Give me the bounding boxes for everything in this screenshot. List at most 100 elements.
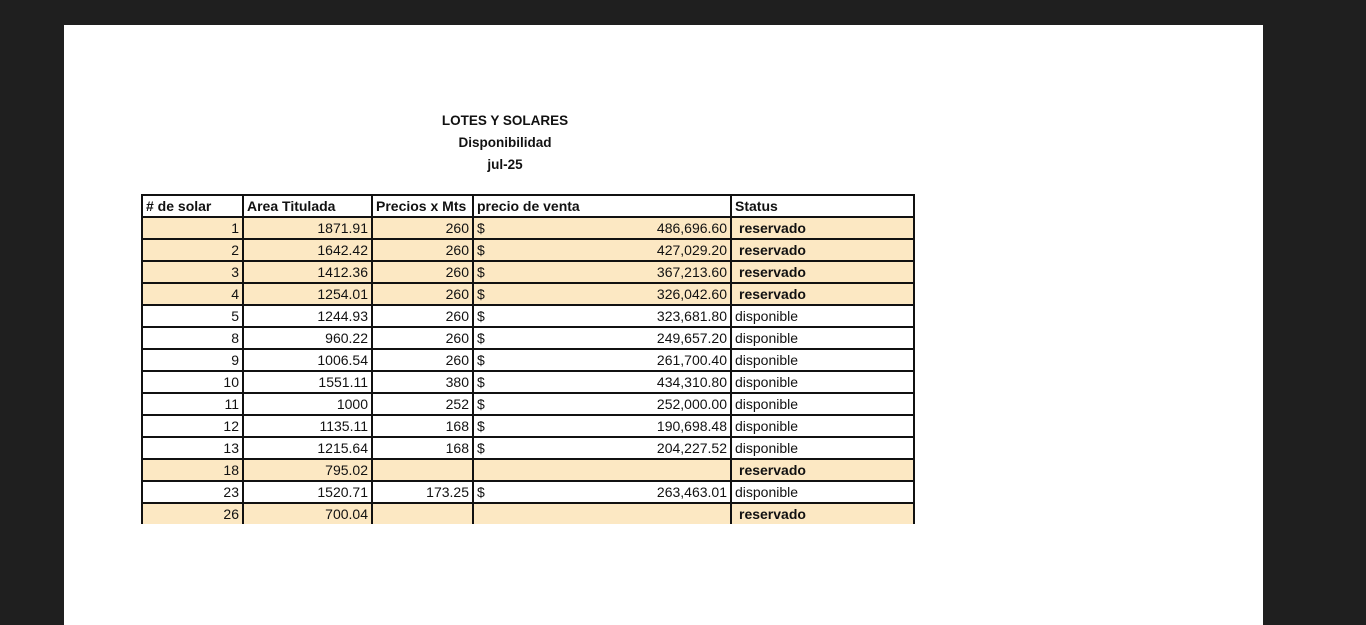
cell-price-per-meter: 260 bbox=[371, 260, 474, 284]
cell-status: disponible bbox=[730, 392, 915, 416]
cell-sale-price: $252,000.00 bbox=[472, 392, 732, 416]
cell-area: 1000 bbox=[242, 392, 373, 416]
currency-symbol: $ bbox=[477, 374, 485, 390]
cell-status: reservado bbox=[730, 502, 915, 524]
cell-sale-price: $434,310.80 bbox=[472, 370, 732, 394]
cell-price-per-meter: 260 bbox=[371, 326, 474, 350]
cell-sale-price: $323,681.80 bbox=[472, 304, 732, 328]
table-row: 12 1135.11 168 $190,698.48 disponible bbox=[141, 414, 915, 438]
cell-solar: 1 bbox=[141, 216, 244, 240]
cell-sale-price: $263,463.01 bbox=[472, 480, 732, 504]
cell-area: 1412.36 bbox=[242, 260, 373, 284]
currency-symbol: $ bbox=[477, 220, 485, 236]
cell-area: 1006.54 bbox=[242, 348, 373, 372]
table-row: 13 1215.64 168 $204,227.52 disponible bbox=[141, 436, 915, 460]
cell-solar: 8 bbox=[141, 326, 244, 350]
cell-solar: 18 bbox=[141, 458, 244, 482]
document-header: LOTES Y SOLARES Disponibilidad jul-25 bbox=[442, 110, 568, 176]
cell-price-per-meter: 252 bbox=[371, 392, 474, 416]
sale-price-value: 190,698.48 bbox=[656, 418, 727, 434]
cell-area: 795.02 bbox=[242, 458, 373, 482]
cell-sale-price bbox=[472, 458, 732, 482]
cell-sale-price bbox=[472, 502, 732, 524]
table-row: 23 1520.71 173.25 $263,463.01 disponible bbox=[141, 480, 915, 504]
document-page: LOTES Y SOLARES Disponibilidad jul-25 # … bbox=[64, 25, 1263, 625]
table-row: 10 1551.11 380 $434,310.80 disponible bbox=[141, 370, 915, 394]
table-row: 8 960.22 260 $249,657.20 disponible bbox=[141, 326, 915, 350]
cell-solar: 23 bbox=[141, 480, 244, 504]
cell-price-per-meter: 260 bbox=[371, 282, 474, 306]
table-row: 5 1244.93 260 $323,681.80 disponible bbox=[141, 304, 915, 328]
sale-price-value: 486,696.60 bbox=[656, 220, 727, 236]
cell-price-per-meter: 380 bbox=[371, 370, 474, 394]
header-status: Status bbox=[730, 194, 915, 218]
sale-price-value: 263,463.01 bbox=[656, 484, 727, 500]
table-row: 2 1642.42 260 $427,029.20 reservado bbox=[141, 238, 915, 262]
cell-solar: 11 bbox=[141, 392, 244, 416]
cell-solar: 9 bbox=[141, 348, 244, 372]
cell-area: 1642.42 bbox=[242, 238, 373, 262]
cell-price-per-meter: 168 bbox=[371, 414, 474, 438]
sale-price-value: 434,310.80 bbox=[656, 374, 727, 390]
sale-price-value: 323,681.80 bbox=[656, 308, 727, 324]
currency-symbol: $ bbox=[477, 264, 485, 280]
currency-symbol: $ bbox=[477, 484, 485, 500]
cell-status: disponible bbox=[730, 480, 915, 504]
cell-status: disponible bbox=[730, 304, 915, 328]
cell-sale-price: $427,029.20 bbox=[472, 238, 732, 262]
cell-status: reservado bbox=[730, 238, 915, 262]
table-row: 11 1000 252 $252,000.00 disponible bbox=[141, 392, 915, 416]
table-row: 1 1871.91 260 $486,696.60 reservado bbox=[141, 216, 915, 240]
cell-sale-price: $190,698.48 bbox=[472, 414, 732, 438]
cell-price-per-meter: 260 bbox=[371, 216, 474, 240]
header-area: Area Titulada bbox=[242, 194, 373, 218]
table-row: 18 795.02 reservado bbox=[141, 458, 915, 482]
cell-status: disponible bbox=[730, 436, 915, 460]
cell-solar: 4 bbox=[141, 282, 244, 306]
currency-symbol: $ bbox=[477, 352, 485, 368]
currency-symbol: $ bbox=[477, 330, 485, 346]
cell-status: disponible bbox=[730, 414, 915, 438]
cell-area: 1520.71 bbox=[242, 480, 373, 504]
cell-area: 1215.64 bbox=[242, 436, 373, 460]
sale-price-value: 427,029.20 bbox=[656, 242, 727, 258]
cell-status: reservado bbox=[730, 216, 915, 240]
cell-price-per-meter bbox=[371, 502, 474, 524]
cell-solar: 12 bbox=[141, 414, 244, 438]
header-sale-price: precio de venta bbox=[472, 194, 732, 218]
table-header-row: # de solar Area Titulada Precios x Mts p… bbox=[141, 194, 915, 218]
cell-area: 1244.93 bbox=[242, 304, 373, 328]
table-row: 4 1254.01 260 $326,042.60 reservado bbox=[141, 282, 915, 306]
cell-status: disponible bbox=[730, 326, 915, 350]
cell-price-per-meter bbox=[371, 458, 474, 482]
cell-area: 700.04 bbox=[242, 502, 373, 524]
currency-symbol: $ bbox=[477, 286, 485, 302]
currency-symbol: $ bbox=[477, 418, 485, 434]
cell-solar: 3 bbox=[141, 260, 244, 284]
sale-price-value: 252,000.00 bbox=[656, 396, 727, 412]
cell-sale-price: $326,042.60 bbox=[472, 282, 732, 306]
cell-area: 960.22 bbox=[242, 326, 373, 350]
cell-sale-price: $249,657.20 bbox=[472, 326, 732, 350]
cell-area: 1135.11 bbox=[242, 414, 373, 438]
cell-area: 1551.11 bbox=[242, 370, 373, 394]
cell-status: reservado bbox=[730, 260, 915, 284]
cell-sale-price: $204,227.52 bbox=[472, 436, 732, 460]
cell-solar: 13 bbox=[141, 436, 244, 460]
sale-price-value: 204,227.52 bbox=[656, 440, 727, 456]
currency-symbol: $ bbox=[477, 396, 485, 412]
sale-price-value: 261,700.40 bbox=[656, 352, 727, 368]
cell-sale-price: $367,213.60 bbox=[472, 260, 732, 284]
sale-price-value: 249,657.20 bbox=[656, 330, 727, 346]
currency-symbol: $ bbox=[477, 440, 485, 456]
currency-symbol: $ bbox=[477, 242, 485, 258]
cell-price-per-meter: 173.25 bbox=[371, 480, 474, 504]
header-price-per-meter: Precios x Mts bbox=[371, 194, 474, 218]
cell-solar: 5 bbox=[141, 304, 244, 328]
table-row: 9 1006.54 260 $261,700.40 disponible bbox=[141, 348, 915, 372]
sale-price-value: 326,042.60 bbox=[656, 286, 727, 302]
cell-sale-price: $486,696.60 bbox=[472, 216, 732, 240]
table-row: 3 1412.36 260 $367,213.60 reservado bbox=[141, 260, 915, 284]
cell-status: reservado bbox=[730, 282, 915, 306]
header-solar: # de solar bbox=[141, 194, 244, 218]
